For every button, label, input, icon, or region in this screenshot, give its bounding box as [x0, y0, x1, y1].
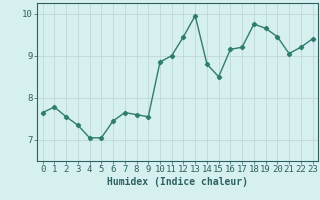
X-axis label: Humidex (Indice chaleur): Humidex (Indice chaleur) — [107, 177, 248, 187]
